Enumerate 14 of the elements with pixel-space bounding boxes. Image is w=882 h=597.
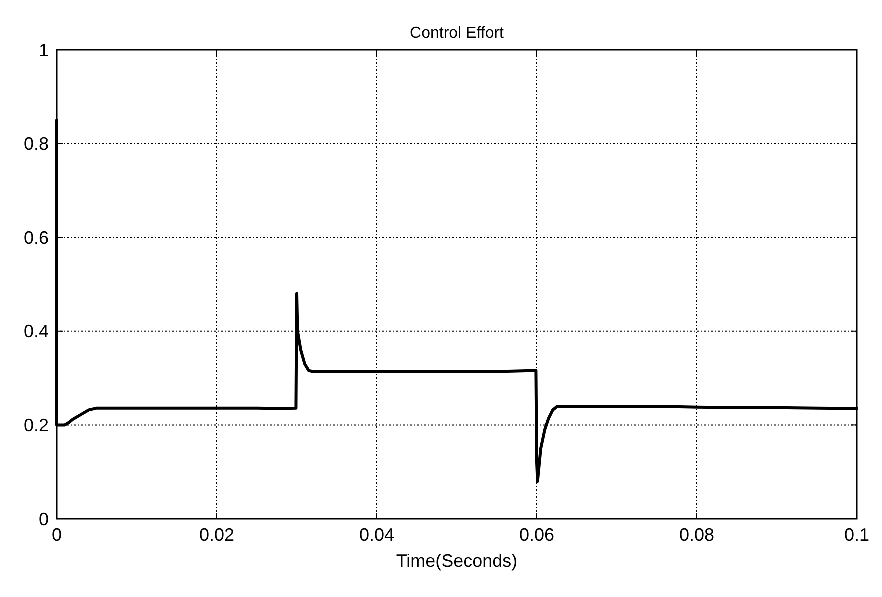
- x-tick-label: 0: [52, 525, 62, 545]
- y-tick-label: 0.6: [24, 228, 49, 248]
- chart-title: Control Effort: [410, 25, 505, 42]
- x-tick-label: 0.02: [199, 525, 235, 545]
- x-tick-label: 0.04: [359, 525, 395, 545]
- x-axis-title: Time(Seconds): [396, 551, 518, 571]
- y-tick-label: 0.4: [24, 322, 49, 342]
- x-tick-label: 0.06: [519, 525, 555, 545]
- y-tick-label: 0.8: [24, 134, 49, 154]
- y-tick-label: 0: [38, 509, 49, 530]
- y-tick-label: 1: [38, 40, 49, 60]
- y-tick-label: 0.2: [24, 416, 49, 436]
- x-tick-label: 0.1: [844, 525, 870, 545]
- x-tick-label: 0.08: [679, 525, 715, 545]
